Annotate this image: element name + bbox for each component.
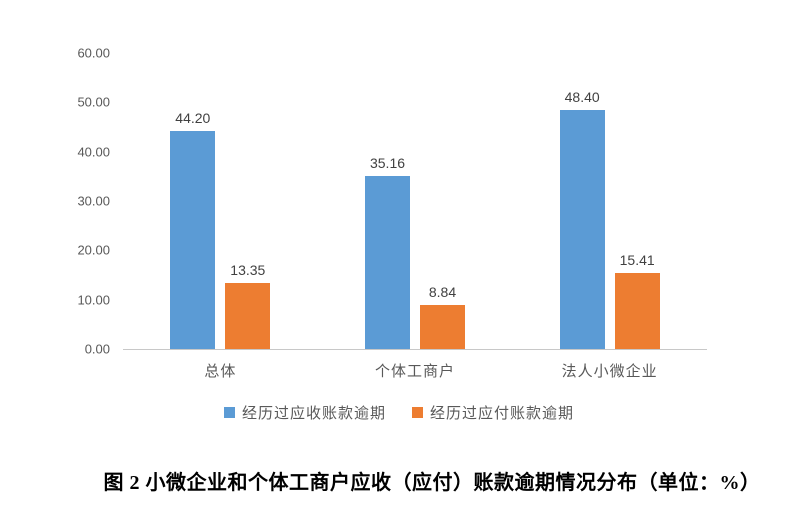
bar bbox=[170, 130, 216, 349]
bar bbox=[614, 272, 660, 349]
legend-label: 经历过应收账款逾期 bbox=[241, 405, 386, 422]
bar-value-label: 35.16 bbox=[369, 154, 406, 171]
legend: 经历过应收账款逾期 经历过应付账款逾期 bbox=[0, 402, 798, 423]
legend-swatch-icon bbox=[223, 407, 235, 418]
plot-area: 44.20 13.35 35.16 8.84 48.40 15.41 bbox=[123, 53, 707, 350]
x-category-label: 总体 bbox=[204, 363, 237, 380]
x-axis-line bbox=[123, 349, 707, 350]
bar bbox=[225, 283, 271, 349]
x-category-label: 个体工商户 bbox=[374, 363, 456, 380]
legend-label: 经历过应付账款逾期 bbox=[430, 405, 575, 422]
bar-value-label: 8.84 bbox=[428, 284, 457, 301]
bar bbox=[559, 110, 605, 349]
y-tick-label: 40.00 bbox=[77, 144, 110, 160]
bar-value-label: 48.40 bbox=[564, 89, 600, 106]
bar bbox=[365, 175, 410, 349]
bar bbox=[420, 305, 465, 349]
legend-swatch-icon bbox=[412, 407, 423, 418]
y-tick-label: 30.00 bbox=[77, 193, 110, 209]
figure-caption: 图 2 小微企业和个体工商户应收（应付）账款逾期情况分布（单位：%） bbox=[103, 472, 761, 494]
y-tick-label: 60.00 bbox=[77, 45, 110, 61]
legend-item: 经历过应收账款逾期 bbox=[223, 402, 386, 423]
bar-value-label: 15.41 bbox=[619, 251, 655, 268]
bar-value-label: 44.20 bbox=[175, 109, 211, 126]
y-tick-label: 20.00 bbox=[77, 242, 110, 258]
y-tick-label: 10.00 bbox=[77, 292, 110, 308]
x-category-label: 法人小微企业 bbox=[561, 363, 658, 380]
y-tick-label: 50.00 bbox=[77, 94, 110, 110]
bar-value-label: 13.35 bbox=[230, 262, 266, 279]
y-tick-label: 0.00 bbox=[84, 341, 110, 357]
legend-item: 经历过应付账款逾期 bbox=[412, 402, 574, 423]
